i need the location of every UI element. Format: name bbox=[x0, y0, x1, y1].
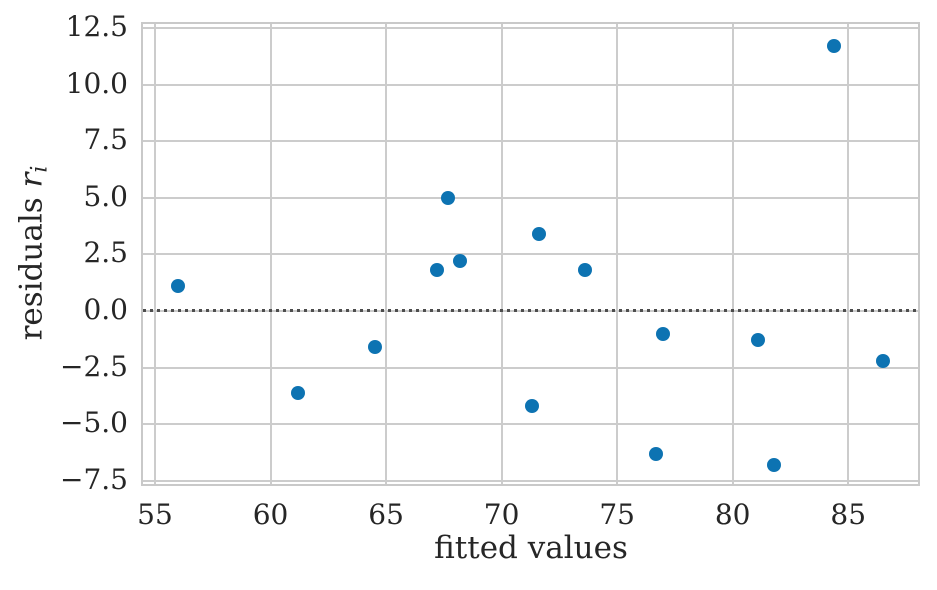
y-tick-label: 5.0 bbox=[83, 179, 128, 213]
data-point bbox=[751, 333, 766, 348]
x-tick-label: 70 bbox=[483, 498, 520, 531]
x-tick-label: 60 bbox=[252, 498, 289, 531]
y-tick-label: 10.0 bbox=[65, 66, 128, 100]
y-axis-label-variable: r bbox=[13, 172, 50, 188]
y-gridline bbox=[143, 140, 918, 143]
y-tick-label: −7.5 bbox=[60, 462, 128, 496]
data-point bbox=[577, 263, 592, 278]
x-tick-label: 55 bbox=[137, 498, 173, 531]
y-tick-label: −5.0 bbox=[60, 406, 128, 440]
y-gridline bbox=[143, 196, 918, 199]
x-tick-label: 80 bbox=[714, 498, 751, 531]
y-gridline bbox=[143, 27, 918, 30]
y-tick-label: 7.5 bbox=[83, 123, 128, 157]
y-tick-label: 0.0 bbox=[83, 292, 128, 326]
data-point bbox=[171, 279, 186, 294]
data-point bbox=[453, 254, 468, 269]
y-gridline bbox=[143, 83, 918, 86]
data-point bbox=[524, 399, 539, 414]
y-gridline bbox=[143, 366, 918, 369]
y-tick-label: 2.5 bbox=[83, 236, 128, 270]
x-tick-label: 85 bbox=[830, 498, 867, 531]
data-point bbox=[827, 39, 842, 54]
x-tick-label: 75 bbox=[599, 498, 635, 531]
zero-reference-line bbox=[143, 309, 918, 313]
y-gridline bbox=[143, 423, 918, 426]
data-point bbox=[767, 457, 782, 472]
y-gridline bbox=[143, 253, 918, 256]
y-gridline bbox=[143, 479, 918, 482]
data-point bbox=[649, 446, 664, 461]
y-axis-label: residuals ri bbox=[13, 166, 53, 341]
x-tick-label: 65 bbox=[368, 498, 404, 531]
data-point bbox=[429, 263, 444, 278]
data-point bbox=[291, 385, 306, 400]
data-point bbox=[441, 190, 456, 205]
y-axis-label-subscript: i bbox=[27, 165, 53, 173]
y-axis-label-text: residuals bbox=[13, 187, 50, 341]
y-tick-label: −2.5 bbox=[60, 349, 128, 383]
data-point bbox=[367, 340, 382, 355]
data-point bbox=[656, 326, 671, 341]
x-axis-label: fitted values bbox=[434, 530, 628, 566]
y-tick-label: 12.5 bbox=[65, 9, 128, 43]
data-point bbox=[875, 353, 890, 368]
plot-area bbox=[141, 22, 920, 486]
data-point bbox=[531, 227, 546, 242]
